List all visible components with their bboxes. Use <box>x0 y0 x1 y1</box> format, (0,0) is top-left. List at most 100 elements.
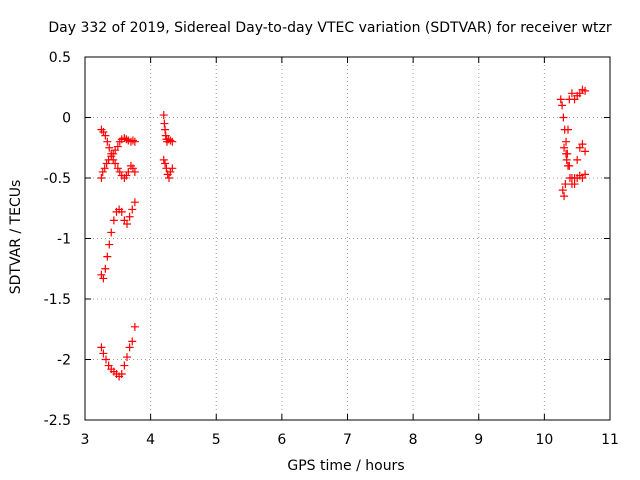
gridlines <box>85 57 610 420</box>
data-point <box>117 370 126 379</box>
data-point <box>564 161 572 170</box>
y-tick-label: 0.5 <box>49 50 71 66</box>
data-point <box>581 170 590 179</box>
y-tick-label: 0 <box>62 111 71 127</box>
y-tick-label: -2 <box>57 353 71 369</box>
y-tick-label: -0.5 <box>44 171 71 187</box>
data-point <box>560 192 569 201</box>
data-point <box>97 174 106 182</box>
data-point <box>166 136 175 145</box>
x-tick-label: 10 <box>535 432 553 448</box>
data-point <box>123 353 131 362</box>
x-axis-label: GPS time / hours <box>287 458 404 474</box>
data-point <box>165 174 173 182</box>
data-point <box>128 205 137 214</box>
series-sat-f <box>159 155 177 182</box>
y-tick-label: -1 <box>57 232 71 248</box>
data-point <box>567 180 576 189</box>
x-tick-label: 4 <box>146 432 155 448</box>
data-point <box>125 343 134 352</box>
data-point <box>161 159 170 168</box>
series-sat-c <box>97 198 139 283</box>
data-point <box>107 149 116 158</box>
data-point <box>558 101 567 110</box>
series-sat-b <box>97 125 139 182</box>
data-point <box>168 137 177 146</box>
data-point <box>559 113 568 122</box>
series-sat-d <box>97 322 139 381</box>
data-point <box>160 119 169 128</box>
data-point <box>128 164 137 173</box>
data-point <box>562 149 571 158</box>
data-point <box>103 252 112 261</box>
data-point <box>120 361 129 370</box>
data-point <box>105 240 114 249</box>
data-point <box>168 164 177 173</box>
x-tick-label: 7 <box>343 432 352 448</box>
y-tick-label: -2.5 <box>44 413 71 429</box>
data-point <box>113 142 122 151</box>
series-sat-i <box>560 140 590 189</box>
data-point <box>560 143 569 152</box>
data-point <box>573 155 582 164</box>
axis-ticks: 3 4 5 6 7 8 9 10 11 -2.5 -2 -1.5 -1 -0.5 0 0.5 <box>44 50 619 448</box>
data-point <box>581 147 590 156</box>
data-point <box>97 270 106 279</box>
data-point <box>130 167 139 176</box>
data-point <box>128 337 137 346</box>
chart-title: Day 332 of 2019, Sidereal Day-to-day VTE… <box>48 20 612 36</box>
x-tick-label: 8 <box>409 432 418 448</box>
data-point <box>581 86 590 95</box>
data-points <box>97 85 590 381</box>
data-point <box>161 125 170 134</box>
x-tick-label: 5 <box>212 432 221 448</box>
data-point <box>130 322 139 331</box>
data-point <box>556 95 565 104</box>
data-point <box>100 164 109 173</box>
data-point <box>109 216 118 225</box>
data-point <box>101 264 110 273</box>
data-point <box>122 171 131 180</box>
data-point <box>558 186 567 195</box>
data-point <box>113 164 122 173</box>
data-point <box>115 167 124 176</box>
data-point <box>128 136 137 145</box>
data-point <box>123 219 131 228</box>
data-point <box>578 140 587 149</box>
data-point <box>562 137 571 146</box>
data-point <box>570 174 579 182</box>
data-point <box>103 137 112 146</box>
y-axis-label: SDTVAR / TECUs <box>8 180 24 295</box>
data-point <box>102 355 110 364</box>
data-point <box>107 228 116 237</box>
data-point <box>125 212 134 221</box>
data-point <box>159 111 168 120</box>
data-point <box>166 167 175 176</box>
data-point <box>98 167 107 176</box>
x-tick-label: 6 <box>277 432 286 448</box>
data-point <box>99 349 108 358</box>
data-point <box>99 274 108 283</box>
series-sat-e <box>159 111 177 146</box>
data-point <box>562 155 571 164</box>
data-point <box>122 135 131 144</box>
data-point <box>101 131 110 140</box>
x-tick-label: 11 <box>601 432 619 448</box>
data-point <box>109 155 118 164</box>
y-tick-label: -1.5 <box>44 292 71 308</box>
data-point <box>130 198 139 207</box>
data-point <box>97 343 106 352</box>
data-point <box>102 159 111 168</box>
x-tick-label: 3 <box>81 432 90 448</box>
x-tick-label: 9 <box>474 432 483 448</box>
data-point <box>105 143 114 152</box>
data-point <box>159 155 168 164</box>
series-sat-h <box>558 85 590 201</box>
data-point <box>567 89 576 98</box>
data-point <box>130 137 139 146</box>
data-point <box>564 125 572 134</box>
data-point <box>99 128 108 137</box>
data-point <box>111 159 120 168</box>
